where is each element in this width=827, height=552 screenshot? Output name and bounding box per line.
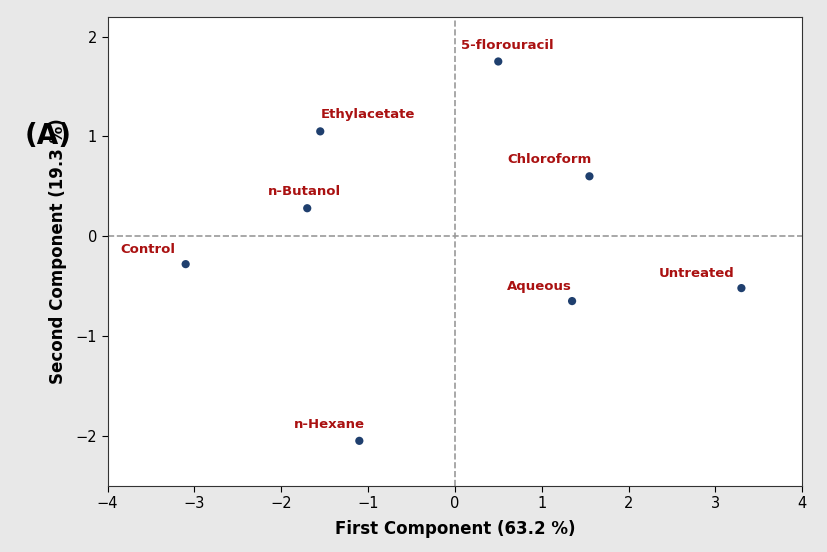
Text: Untreated: Untreated	[659, 267, 734, 280]
Text: Chloroform: Chloroform	[507, 153, 591, 166]
Y-axis label: Second Component (19.3 %): Second Component (19.3 %)	[49, 118, 67, 384]
Point	[491, 57, 504, 66]
Text: Control: Control	[121, 243, 175, 256]
Point	[566, 296, 579, 305]
Text: 5-florouracil: 5-florouracil	[461, 39, 553, 51]
Point	[583, 172, 596, 181]
X-axis label: First Component (63.2 %): First Component (63.2 %)	[335, 519, 575, 538]
Point	[179, 260, 192, 269]
Point	[734, 284, 748, 293]
Point	[301, 204, 314, 213]
Point	[352, 437, 366, 445]
Text: n-Butanol: n-Butanol	[268, 185, 342, 198]
Text: (A): (A)	[25, 123, 72, 150]
Point	[313, 127, 327, 136]
Text: Aqueous: Aqueous	[507, 280, 571, 293]
Text: n-Hexane: n-Hexane	[294, 418, 366, 431]
Text: Ethylacetate: Ethylacetate	[320, 108, 414, 121]
